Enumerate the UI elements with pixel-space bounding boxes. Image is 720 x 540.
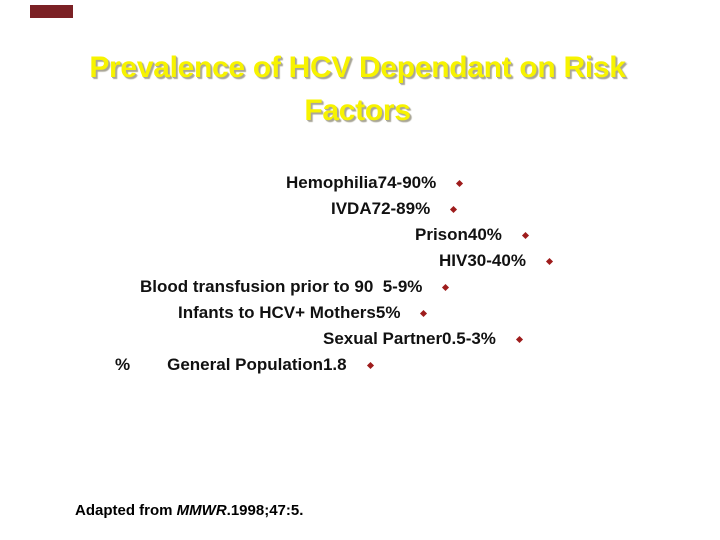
list-item-text: Infants to HCV+ Mothers5% [178,303,401,322]
bullet-icon [450,205,458,213]
list-item: Hemophilia74-90% [286,173,464,193]
top-left-accent-bar [30,5,73,18]
bullet-icon [545,257,553,265]
list-item: Blood transfusion prior to 90 5-9% [140,277,450,297]
list-item: % General Population1.8 [115,355,374,375]
list-item-text: Hemophilia74-90% [286,173,437,192]
list-item: Prison40% [415,225,529,245]
list-item-text: IVDA72-89% [331,199,431,218]
citation-journal-name: MMWR [176,502,227,519]
list-item-text: HIV30-40% [439,251,526,270]
list-item: HIV30-40% [439,251,553,271]
list-item-text: Prison40% [415,225,502,244]
bullet-icon [521,231,529,239]
bullet-icon [456,179,464,187]
citation-suffix: .1998;47:5. [226,502,304,519]
citation-prefix: Adapted from [75,502,177,519]
list-item: IVDA72-89% [331,199,458,219]
page-title: Prevalence of HCV Dependant on Risk Fact… [20,46,695,132]
title-line-2: Factors [304,94,411,127]
title-line-1: Prevalence of HCV Dependant on Risk [89,51,626,84]
percent-axis-label: % [115,355,131,374]
citation-footer: Adapted from MMWR.1998;47:5. [75,502,303,519]
bullet-icon [420,309,428,317]
list-item: Infants to HCV+ Mothers5% [178,303,428,323]
list-item-text: Sexual Partner0.5-3% [323,329,496,348]
bullet-icon [366,361,374,369]
bullet-icon [515,335,523,343]
list-item-text: Blood transfusion prior to 90 5-9% [140,277,423,296]
list-item: Sexual Partner0.5-3% [323,329,523,349]
bullet-icon [442,283,450,291]
list-item-text: General Population1.8 [167,355,347,374]
